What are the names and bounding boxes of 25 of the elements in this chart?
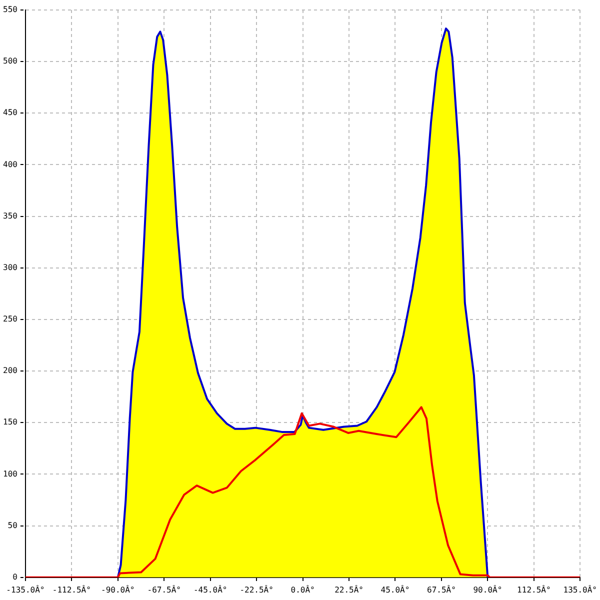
x-tick-label: -135.0Â° (6, 584, 45, 594)
y-tick-label: 300 (2, 262, 18, 272)
y-tick-label: 550 (2, 5, 18, 14)
y-tick-label: 450 (2, 108, 18, 118)
x-tick-label: -90.0Â° (101, 584, 135, 594)
y-tick-label: 400 (2, 160, 18, 169)
x-tick-label: 112.5Â° (517, 584, 551, 594)
y-tick-label: 500 (2, 56, 18, 66)
y-tick-label: 100 (2, 469, 18, 478)
y-tick-label: 200 (2, 366, 18, 376)
x-tick-label: -67.5Â° (147, 584, 181, 594)
x-tick-label: -45.0Â° (193, 584, 228, 594)
x-tick-label: 90.0Â° (473, 584, 502, 594)
x-tick-label: -22.5Â° (240, 584, 274, 594)
x-tick-label: 135.0Â° (563, 584, 597, 594)
x-tick-label: 22.5Â° (334, 584, 364, 594)
x-tick-label: 0.0Â° (290, 584, 315, 594)
y-tick-label: 50 (8, 520, 18, 530)
x-tick-label: -112.5Â° (52, 584, 91, 594)
x-tick-label: 45.0Â° (380, 584, 410, 594)
y-tick-label: 150 (2, 418, 18, 427)
x-tick-label: 67.5Â° (427, 584, 456, 594)
y-tick-label: 350 (2, 211, 18, 220)
y-tick-label: 0 (12, 572, 18, 582)
y-tick-label: 250 (2, 314, 18, 324)
